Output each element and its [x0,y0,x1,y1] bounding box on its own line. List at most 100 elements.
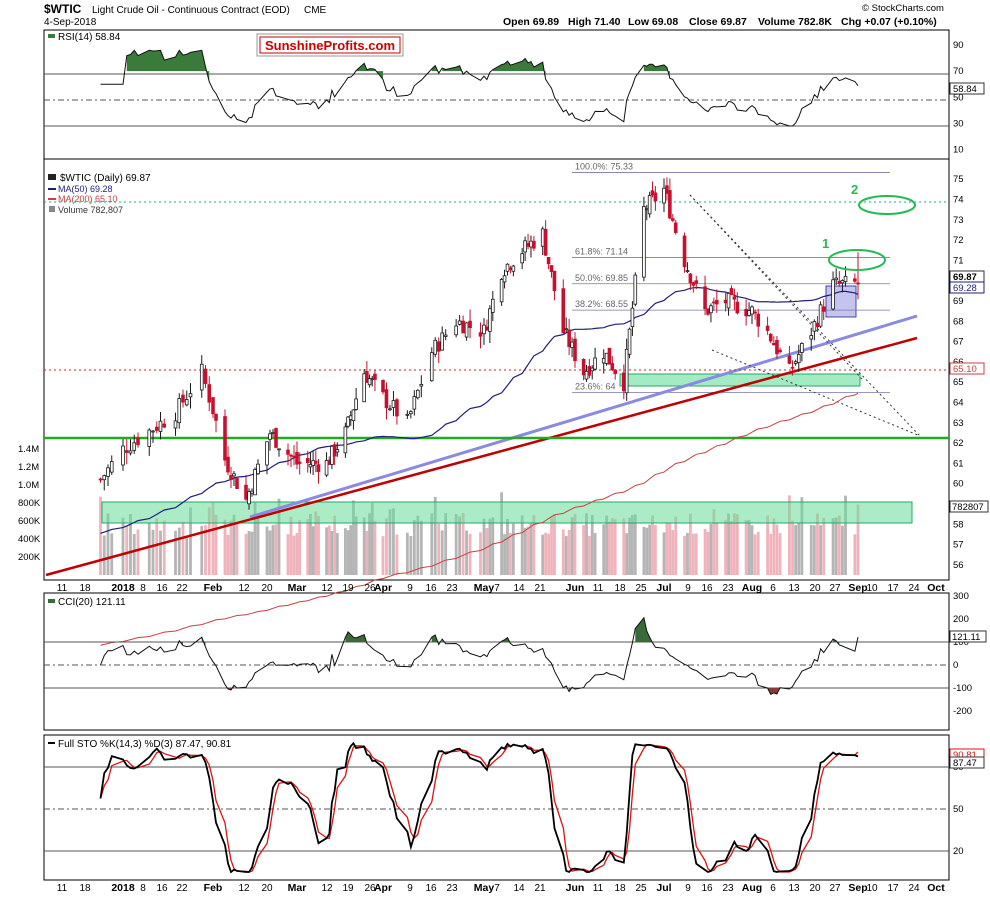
candle-body [682,235,687,268]
ohlc-high: High 71.40 [568,16,621,28]
ma200-tag: 65.10 [953,364,977,375]
candle-body [461,320,465,334]
price-legend: $WTIC (Daily) 69.87 MA(50) 69.28 MA(200)… [48,173,151,215]
volume-bar [132,534,136,575]
mark-2: 2 [851,182,858,197]
date-tick-label: 21 [534,583,546,594]
axis-tick-label: 72 [953,235,964,246]
candle-body [622,372,626,392]
axis-tick-label: 69 [953,296,964,307]
date-tick-label: 19 [342,883,354,894]
axis-tick-label: 90 [953,40,964,51]
candle-body [362,373,366,403]
date-tick-label: 23 [722,583,734,594]
legend-volume: Volume 782,807 [58,205,123,215]
date-tick-label: Aug [742,882,762,894]
date-tick-label: 8 [140,883,146,894]
candle-body [440,332,445,351]
candle-body [419,384,424,387]
volume-bar [831,518,835,575]
date-tick-label: 18 [614,883,626,894]
axis-tick-label: -200 [953,706,972,717]
volume-bar [454,514,458,575]
candle-body [412,396,417,410]
date-tick-label: 7 [494,883,500,894]
legend-ma200: MA(200) 65.10 [58,194,118,204]
volume-bar [816,513,819,575]
date-tick-label: Apr [374,582,392,594]
volume-bar [110,533,114,575]
volume-bar [809,524,813,575]
volume-bar [485,528,489,575]
candle-body [106,467,110,477]
volume-bar [181,521,185,575]
candlesticks [98,177,860,510]
volume-bar [317,515,320,575]
candle-body [132,442,137,451]
date-tick-label: 9 [685,583,691,594]
axis-tick-label: 68 [953,316,964,327]
candle-body [691,282,696,286]
axis-tick-label: 74 [953,195,964,206]
volume-bar [200,525,204,575]
axis-tick-label: 66 [953,357,964,368]
volume-bar [388,509,392,575]
volume-bar [511,523,515,575]
axis-tick-label: 56 [953,560,964,571]
candle-body [271,431,275,434]
volume-bar [772,518,776,575]
volume-bar [587,535,591,575]
candle-body [229,475,233,481]
volume-bar [744,519,748,575]
volume-bar [747,519,751,575]
date-tick-label: 24 [908,583,920,594]
candle-body [102,475,107,481]
candle-body [532,240,536,249]
volume-bar [509,532,512,575]
volume-bar [151,529,155,575]
volume-bar [582,524,586,575]
cci-panel [43,592,950,731]
candle-body [223,416,227,461]
price-tag: 69.87 [953,272,977,283]
rsi-line [100,49,859,127]
volume-bar [465,530,468,575]
candle-body [644,208,649,211]
volume-bar [648,524,652,575]
candle-body [502,275,507,283]
volume-bar [177,527,181,575]
legend-price: $WTIC (Daily) 69.87 [60,173,151,184]
chart-header: $WTIC Light Crude Oil - Continuous Contr… [44,2,944,28]
target-ellipse-2 [858,195,916,215]
volume-bar [564,536,568,575]
volume-bar [605,515,608,575]
date-tick-label: 9 [407,883,413,894]
axis-tick-label: 0 [953,660,958,671]
volume-bar [395,534,399,575]
fib-label: 50.0%: 69.85 [575,273,628,283]
axis-tick-label: 70 [953,66,964,77]
volume-tick-label: 1.4M [18,444,39,455]
candle-body [587,366,592,376]
volume-bar [292,535,296,575]
volume-bar [229,520,233,575]
date-tick-label: Oct [927,882,945,894]
candle-body [567,329,571,348]
date-tick-label: 19 [342,583,354,594]
date-tick-label: 11 [57,583,68,594]
volume-bar [856,504,860,575]
volume-bar [797,522,801,575]
date-tick-label: 16 [425,583,437,594]
candle-body [508,267,513,270]
volume-bar [268,530,272,575]
candle-body [226,456,230,473]
axis-tick-label: 65 [953,377,964,388]
candle-body [154,426,159,431]
volume-bar [289,516,293,575]
candle-body [436,341,441,352]
volume-bar [286,534,290,575]
candle-body [365,371,369,383]
candle-body [256,463,260,475]
volume-tick-label: 1.2M [18,462,39,473]
axis-tick-label: 62 [953,438,964,449]
